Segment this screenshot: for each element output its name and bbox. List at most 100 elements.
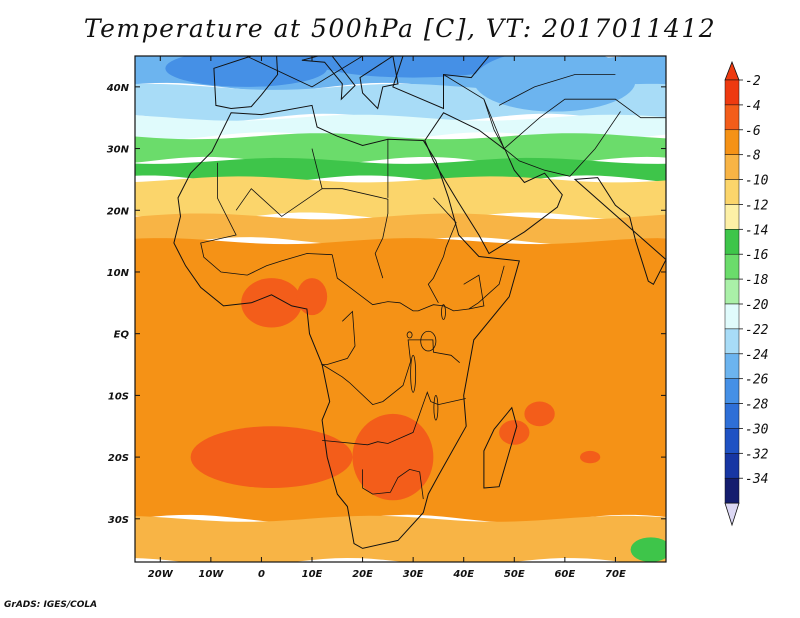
border-line (322, 391, 466, 446)
field-cell (580, 450, 601, 464)
border-line (235, 188, 323, 217)
colorbar: -2 -4 -6 -8 -10 -12 -14 -16 -18 -20 -22 -24 -26 -28 -3… (724, 60, 769, 527)
border-line (498, 74, 616, 106)
lake-outline (406, 331, 413, 339)
colorbar-segment (724, 477, 740, 504)
border-line (443, 74, 666, 150)
colorbar-segment (724, 129, 740, 155)
turkey-coastline (392, 56, 490, 110)
colorbar-segment (724, 154, 740, 180)
colorbar-bottom-arrow (724, 502, 740, 527)
lon-tick-label: 10E (302, 569, 323, 580)
lat-tick-label: 40N (106, 83, 130, 94)
temperature-field (135, 37, 666, 562)
lat-tick-label: 20S (108, 453, 129, 464)
plot-frame (134, 55, 667, 563)
lat-tick-label: 30S (108, 515, 129, 526)
lake-outline (433, 394, 439, 421)
lat-tick-label: 30N (107, 145, 130, 156)
field-band (135, 133, 666, 165)
field-cell (272, 37, 333, 56)
border-line (463, 274, 485, 310)
lat-tick-label: EQ (114, 330, 130, 341)
field-band (135, 176, 666, 221)
colorbar-label: -20 (745, 298, 769, 313)
lon-tick-label: 10W (198, 569, 224, 580)
colorbar-label: -14 (745, 223, 768, 238)
field-band (135, 114, 666, 141)
colorbar-segment (724, 79, 740, 106)
colorbar-top-arrow (724, 60, 740, 81)
border-line (311, 148, 389, 279)
lon-tick-label: 60E (554, 569, 575, 580)
colorbar-label: -28 (745, 398, 769, 413)
lake-outline (420, 330, 437, 352)
india-coastline (573, 177, 666, 286)
colorbar-segment (724, 204, 740, 230)
field-cell (165, 56, 328, 87)
lake-outline (410, 354, 417, 393)
colorbar-label: -18 (745, 273, 769, 288)
balkans-coastline (359, 56, 399, 110)
colorbar-label: -26 (745, 373, 769, 388)
credit-text: GrADS: IGES/COLA (4, 600, 98, 610)
field-cell (296, 278, 328, 316)
colorbar-label: -34 (745, 472, 768, 487)
lon-tick-label: 20E (352, 569, 373, 580)
border-line (200, 162, 333, 276)
coastline-layer (173, 56, 666, 549)
lon-tick-label: 30E (403, 569, 424, 580)
colorbar-label: -32 (745, 447, 769, 462)
colorbar-label: -2 (745, 74, 761, 89)
lon-tick-label: 20W (148, 569, 174, 580)
italy-coastline (301, 56, 356, 101)
lon-tick-label: 40E (452, 569, 474, 580)
colorbar-label: -4 (745, 99, 761, 114)
colorbar-segment (724, 253, 740, 280)
lat-tick-label: 10N (107, 268, 130, 279)
colorbar-segment (724, 229, 740, 255)
colorbar-segment (724, 403, 740, 429)
colorbar-segment (724, 328, 740, 355)
colorbar-label: -30 (745, 422, 769, 437)
madagascar-coastline (483, 406, 518, 489)
colorbar-label: -12 (745, 198, 769, 213)
colorbar-segment (724, 428, 740, 454)
border-line (320, 310, 460, 406)
field-band (135, 213, 666, 246)
field-band (135, 515, 666, 562)
lat-tick-label: 10S (108, 391, 129, 402)
border-line (246, 56, 363, 88)
field-cell (524, 401, 555, 427)
border-line (483, 99, 621, 177)
africa-coastline (173, 104, 520, 549)
lon-tick-label: 50E (504, 569, 525, 580)
colorbar-label: -22 (745, 323, 769, 338)
colorbar-segment (724, 104, 740, 131)
field-cell (352, 413, 434, 501)
border-line (362, 468, 424, 500)
arabia-coastline (424, 112, 563, 255)
iberia-coastline (213, 56, 279, 110)
colorbar-segment (724, 378, 740, 404)
colorbar-label: -8 (745, 149, 761, 164)
colorbar-segment (724, 353, 740, 379)
border-line (427, 197, 457, 303)
colorbar-segment (724, 179, 740, 205)
border-line (331, 254, 505, 312)
field-cell (499, 420, 530, 445)
field-cell (301, 56, 525, 78)
colorbar-label: -16 (745, 248, 769, 263)
field-band (135, 157, 666, 184)
colorbar-label: -24 (745, 348, 768, 363)
axis-ticks: 40N 30N 20N 10N EQ 10S 20S 30S 20W 10W 0 10E 20E 30E 4… (106, 56, 666, 580)
colorbar-segment (724, 303, 740, 330)
lon-tick-label: 0 (258, 569, 265, 580)
lake-outline (441, 304, 446, 320)
colorbar-segment (724, 278, 740, 305)
colorbar-label: -10 (745, 174, 769, 189)
lat-tick-label: 20N (107, 206, 130, 217)
field-cell (241, 278, 302, 328)
colorbar-segment (724, 453, 740, 479)
